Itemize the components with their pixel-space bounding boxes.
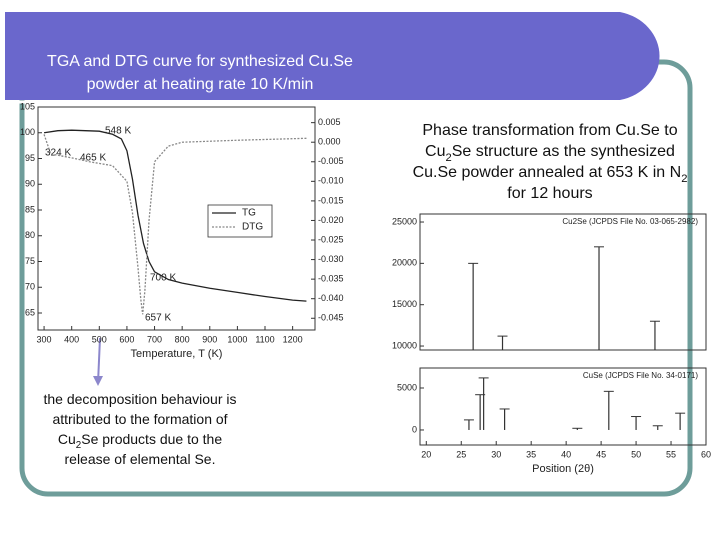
text-segment: attributed to the formation of (52, 411, 227, 427)
x-tick-label: 25 (456, 449, 466, 459)
x-tick-label: 700 (147, 334, 162, 344)
y2-tick-label: -0.020 (318, 215, 344, 225)
y-tick-label: 10000 (392, 340, 417, 350)
y-tick-label: 105 (20, 101, 35, 111)
panel-label: Cu2Se (JCPDS File No. 03-065-2982) (562, 217, 698, 226)
x-tick-label: 45 (596, 449, 606, 459)
legend-label: TG (242, 208, 256, 219)
x-tick-label: 500 (92, 334, 107, 344)
text-segment: the decomposition behaviour is (43, 391, 236, 407)
legend-label: DTG (242, 222, 263, 233)
y2-tick-label: 0.005 (318, 117, 341, 127)
x-tick-label: 55 (666, 449, 676, 459)
annotation: 548 K (105, 126, 131, 137)
y2-tick-label: 0.000 (318, 137, 341, 147)
y2-tick-label: -0.045 (318, 313, 344, 323)
y-tick-label: 80 (25, 230, 35, 240)
text-segment: Cu.Se powder annealed at 653 K in N (413, 164, 682, 181)
arrow (97, 337, 101, 384)
y2-tick-label: -0.015 (318, 195, 344, 205)
y2-tick-label: -0.025 (318, 234, 344, 244)
x-tick-label: 40 (561, 449, 571, 459)
x-tick-label: 600 (119, 334, 134, 344)
x-tick-label: 60 (701, 449, 711, 459)
text-segment: 2 (445, 152, 451, 164)
annotation: 700 K (150, 273, 176, 284)
text-segment: Se structure as the synthesized (452, 143, 675, 160)
x-tick-label: 300 (37, 334, 52, 344)
text-segment: 2 (681, 173, 687, 185)
texts: TGA and DTG curve for synthesized Cu.Se p… (43, 53, 687, 466)
text-segment: Se products due to the (81, 431, 222, 447)
x-axis-label: Temperature, T (K) (131, 348, 223, 360)
y-tick-label: 65 (25, 307, 35, 317)
x-tick-label: 1100 (255, 334, 274, 344)
y-tick-label: 25000 (392, 216, 417, 226)
plot-frame (37, 106, 316, 331)
y2-tick-label: -0.010 (318, 176, 344, 186)
text-segment: Phase transformation from Cu.Se to (422, 122, 677, 139)
caption-line: Cu2Se structure as the synthesized (425, 143, 675, 164)
y2-tick-label: -0.035 (318, 274, 344, 284)
caption-line: Phase transformation from Cu.Se to (422, 122, 677, 139)
plot-frame (419, 367, 707, 446)
arrow-head (93, 376, 103, 386)
annotation: 657 K (145, 313, 171, 324)
annotation: 324 K (45, 148, 71, 159)
x-tick-label: 20 (421, 449, 431, 459)
note-line: the decomposition behaviour is (43, 391, 236, 407)
title-band (5, 12, 660, 100)
text-segment: 2 (76, 440, 81, 451)
note-line: release of elemental Se. (65, 451, 216, 467)
x-tick-label: 30 (491, 449, 501, 459)
x-tick-label: 1000 (227, 334, 247, 344)
note-line: Cu2Se products due to the (58, 431, 222, 451)
y-tick-label: 20000 (392, 258, 417, 268)
y-tick-label: 5000 (397, 382, 417, 392)
x-tick-label: 400 (64, 334, 79, 344)
title-line: TGA and DTG curve for synthesized Cu.Se (47, 53, 353, 70)
y2-tick-label: -0.005 (318, 156, 344, 166)
x-tick-label: 900 (202, 334, 217, 344)
series-line (43, 134, 307, 315)
text-segment: Cu (58, 431, 76, 447)
y-tick-label: 0 (412, 424, 417, 434)
plot-frame (419, 213, 707, 351)
caption-line: Cu.Se powder annealed at 653 K in N2 (413, 164, 688, 185)
title-line: powder at heating rate 10 K/min (87, 76, 314, 93)
y-tick-label: 100 (20, 127, 35, 137)
x-axis-label: Position (2θ) (532, 463, 594, 475)
y-tick-label: 95 (25, 153, 35, 163)
x-tick-label: 1200 (283, 334, 303, 344)
y-tick-label: 85 (25, 204, 35, 214)
panel-label: CuSe (JCPDS File No. 34-0171) (583, 371, 698, 380)
y2-tick-label: -0.030 (318, 254, 344, 264)
annotation: 465 K (80, 153, 106, 164)
text-segment: Cu (425, 143, 445, 160)
y-tick-label: 70 (25, 282, 35, 292)
y-tick-label: 15000 (392, 299, 417, 309)
x-tick-label: 35 (526, 449, 536, 459)
x-tick-label: 50 (631, 449, 641, 459)
note-line: attributed to the formation of (52, 411, 227, 427)
y-tick-label: 90 (25, 179, 35, 189)
legend-box (207, 204, 273, 238)
series-line (43, 129, 307, 302)
y-tick-label: 75 (25, 256, 35, 266)
caption-line: for 12 hours (507, 185, 592, 202)
text-segment: release of elemental Se. (65, 451, 216, 467)
x-tick-label: 800 (175, 334, 190, 344)
charts: 300 400 500 600 700 800 900 1000 1100 12006570758… (20, 101, 711, 475)
text-segment: for 12 hours (507, 185, 592, 202)
y2-tick-label: -0.040 (318, 293, 344, 303)
